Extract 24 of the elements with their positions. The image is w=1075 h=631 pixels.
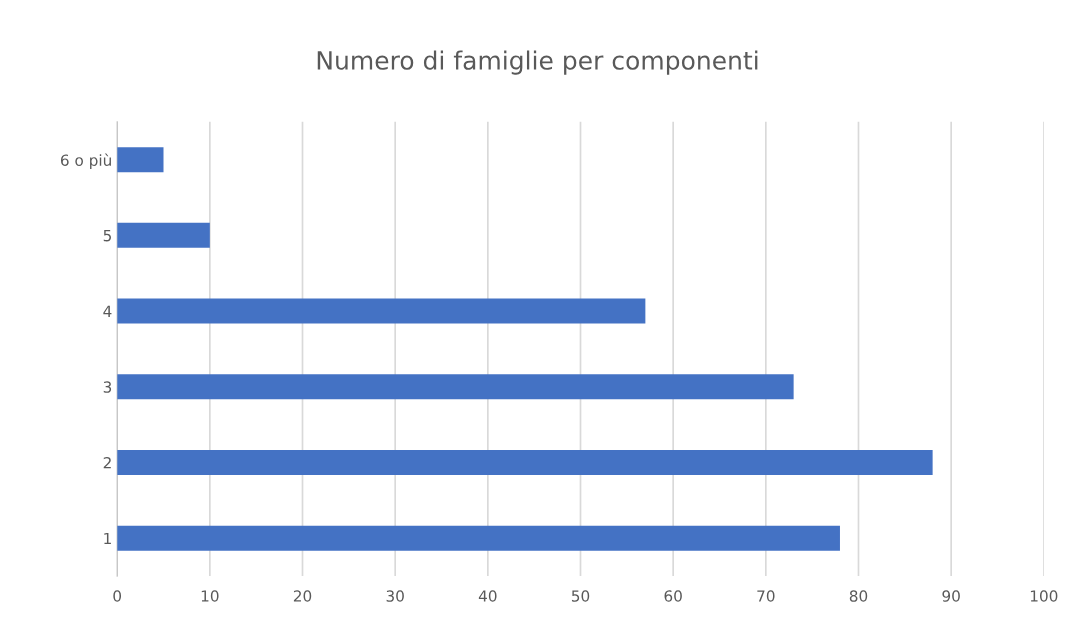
x-tick-label: 50	[571, 590, 590, 602]
bar	[117, 450, 933, 476]
y-tick-label: 6 o più	[60, 153, 111, 169]
bar	[117, 374, 794, 400]
x-tick-label: 40	[478, 590, 497, 602]
x-tick-label: 80	[849, 590, 868, 602]
x-tick-label: 100	[1030, 590, 1058, 602]
bar	[117, 222, 210, 248]
x-tick-label: 20	[293, 590, 312, 602]
bar	[117, 298, 646, 324]
y-tick-label: 1	[104, 532, 111, 545]
y-tick-label: 5	[103, 230, 111, 242]
x-tick-label: 60	[664, 590, 682, 602]
x-tick-label: 10	[201, 590, 219, 602]
x-tick-label: 70	[757, 590, 775, 602]
bar	[117, 525, 840, 551]
chart-title: Numero di famiglie per componenti	[317, 50, 758, 75]
y-tick-label: 2	[103, 456, 111, 469]
x-tick-label: 90	[942, 590, 960, 602]
y-tick-label: 4	[103, 305, 112, 317]
y-tick-label: 3	[103, 381, 112, 393]
x-tick-label: 0	[113, 590, 122, 602]
bar	[117, 147, 164, 173]
x-tick-label: 30	[386, 590, 404, 602]
